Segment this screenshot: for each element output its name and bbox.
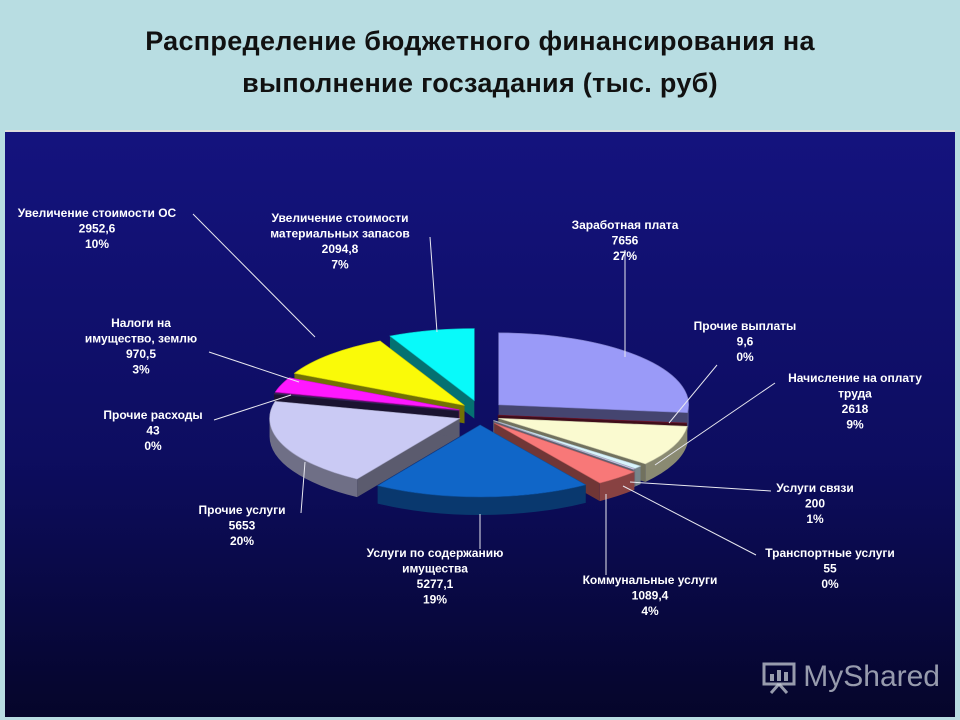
data-label-3: Начисление на оплату труда 2618 9% [788, 371, 922, 432]
leader-line-9 [213, 394, 292, 421]
title-line-1: Распределение бюджетного финансирования … [145, 26, 815, 56]
leader-line-12 [429, 236, 438, 333]
leader-line-10 [208, 351, 300, 383]
data-label-6: Коммунальные услуги 1089,4 4% [583, 573, 718, 618]
leader-line-8 [300, 461, 306, 514]
data-label-8: Прочие услуги 5653 20% [199, 503, 286, 548]
chart-title: Распределение бюджетного финансирования … [0, 20, 960, 104]
leader-line-5 [622, 485, 757, 556]
data-label-10: Налоги на имущество, землю 970,5 3% [85, 316, 197, 377]
presentation-icon [762, 662, 796, 694]
pie-chart: Заработная плата 7656 27% Прочие выплаты 9,6… [18, 206, 922, 618]
pie-slice-7 [376, 424, 587, 515]
data-label-11: Увеличение стоимости ОС 2952,6 10% [18, 206, 177, 251]
leader-line-11 [192, 213, 316, 338]
title-line-2: выполнение госзадания (тыс. руб) [242, 68, 718, 98]
data-label-5: Транспортные услуги 55 0% [765, 546, 895, 591]
data-label-9: Прочие расходы 43 0% [103, 408, 202, 453]
watermark: MyShared [761, 660, 940, 694]
leader-line-2 [668, 364, 718, 424]
data-label-4: Услуги связи 200 1% [776, 481, 853, 526]
leader-line-3 [654, 382, 776, 466]
pie-slice-8 [269, 401, 461, 498]
chart-panel: Заработная плата 7656 27% Прочие выплаты 9,6… [5, 130, 955, 717]
data-label-1: Заработная плата 7656 27% [572, 218, 679, 263]
data-label-7: Услуги по содержанию имущества 5277,1 19% [367, 546, 504, 607]
leader-line-4 [629, 481, 772, 492]
data-label-12: Увеличение стоимости материальных запасов… [270, 211, 410, 272]
watermark-text: MyShared [803, 660, 940, 693]
data-label-2: Прочие выплаты 9,6 0% [694, 319, 797, 364]
